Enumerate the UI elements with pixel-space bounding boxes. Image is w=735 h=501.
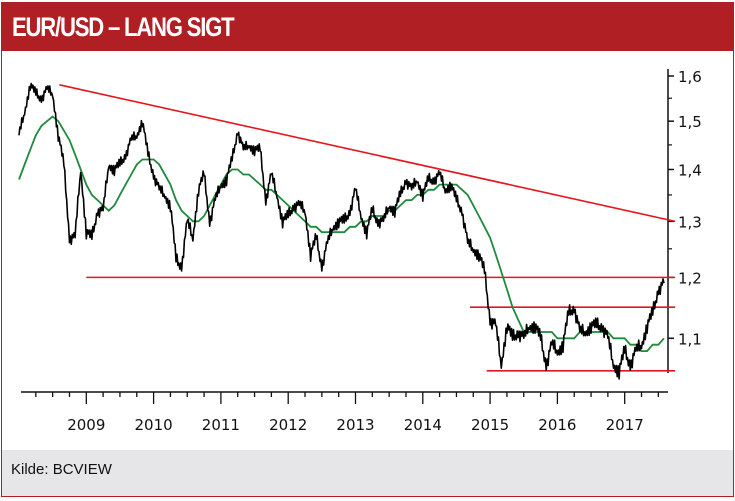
source-label: Kilde: BCVIEW bbox=[11, 461, 112, 478]
x-tick-label: 2017 bbox=[606, 416, 644, 434]
chart-title: EUR/USD – LANG SIGT bbox=[12, 12, 235, 42]
chart-plot: 1,6 1,5 1,4 1,3 1,2 1,1 2009 2010 2011 2012 2013 20… bbox=[18, 68, 702, 434]
header-bar: EUR/USD – LANG SIGT bbox=[2, 3, 733, 51]
x-tick-label: 2013 bbox=[336, 416, 374, 434]
footer-bar: Kilde: BCVIEW bbox=[2, 450, 733, 496]
x-tick-label: 2014 bbox=[404, 416, 442, 434]
x-tick-label: 2016 bbox=[538, 416, 576, 434]
x-tick-label: 2015 bbox=[471, 416, 509, 434]
moving-average-line bbox=[18, 115, 665, 353]
y-tick-label: 1,5 bbox=[678, 113, 702, 131]
y-tick-label: 1,6 bbox=[678, 68, 702, 86]
x-tick-label: 2011 bbox=[202, 416, 240, 434]
x-tick-label: 2012 bbox=[269, 416, 307, 434]
x-tick-label: 2009 bbox=[67, 416, 105, 434]
x-tick-label: 2010 bbox=[135, 416, 173, 434]
y-tick-label: 1,1 bbox=[678, 330, 702, 348]
y-tick-label: 1,4 bbox=[678, 161, 702, 179]
trend-line-falling-resistance bbox=[59, 84, 676, 223]
price-line bbox=[18, 82, 665, 380]
y-tick-label: 1,2 bbox=[678, 269, 702, 287]
y-tick-label: 1,3 bbox=[678, 213, 702, 231]
